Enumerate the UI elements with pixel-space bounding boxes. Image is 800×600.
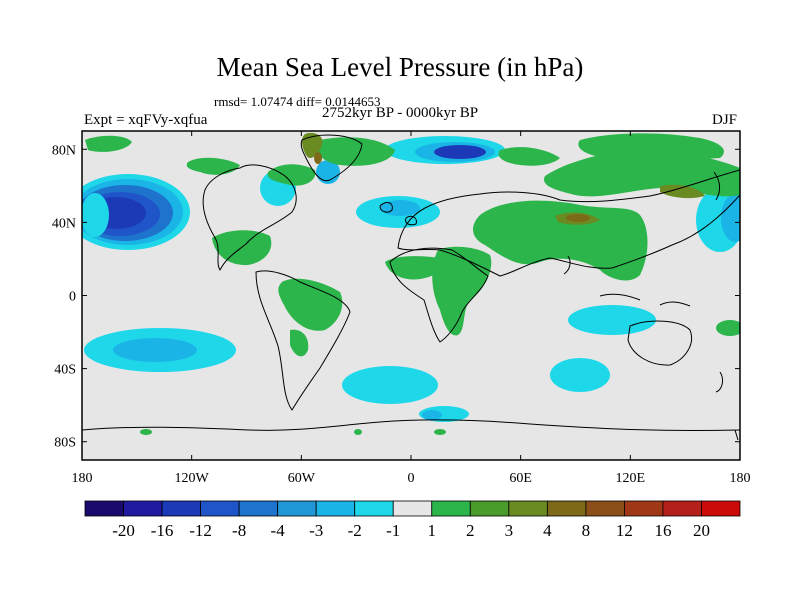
colorbar-label: 2 [466, 521, 475, 540]
colorbar-swatch [624, 500, 664, 517]
latitude-axis: 80N 40N 0 40S 80S [52, 143, 740, 451]
colorbar-label: -4 [271, 521, 286, 540]
colorbar-label: 1 [428, 521, 437, 540]
colorbar-swatch [662, 500, 702, 517]
experiment-label: Expt = xqFVy-xqfua [84, 112, 208, 128]
colorbar-swatch [238, 500, 279, 517]
colorbar-swatch [546, 500, 587, 517]
colorbar-swatch [161, 500, 201, 517]
colorbar-swatch [354, 500, 394, 517]
colorbar-label: -1 [386, 521, 400, 540]
lon-tick-label: 120W [175, 471, 210, 486]
colorbar-swatch [469, 500, 510, 517]
longitude-axis: 180 120W 60W 0 60E 120E 180 [72, 131, 751, 486]
season-label: DJF [712, 112, 738, 128]
chart-title: Mean Sea Level Pressure (in hPa) [216, 52, 584, 82]
colorbar-label: -8 [232, 521, 246, 540]
colorbar-label: 12 [616, 521, 633, 540]
colorbar-label: -3 [309, 521, 323, 540]
lon-tick-label: 180 [730, 471, 751, 486]
lon-tick-label: 120E [616, 471, 646, 486]
colorbar-swatch [277, 500, 317, 517]
colorbar-label: -2 [348, 521, 362, 540]
colorbar-label: 16 [654, 521, 671, 540]
lon-tick-label: 0 [408, 471, 415, 486]
colorbar-swatch [123, 500, 163, 517]
colorbar-label: -20 [112, 521, 135, 540]
colorbar-swatch [200, 500, 240, 517]
lon-tick-label: 60W [288, 471, 316, 486]
lat-tick-label: 80S [54, 436, 76, 451]
colorbar-swatch [431, 500, 471, 517]
coastlines [82, 134, 740, 441]
colorbar-swatch [701, 500, 741, 517]
lon-tick-label: 60E [509, 471, 532, 486]
lat-tick-label: 40N [52, 216, 76, 231]
positive-anomaly-field [85, 132, 740, 435]
negative-anomaly-field [82, 136, 740, 422]
colorbar-label: -16 [151, 521, 174, 540]
colorbar-label: -12 [189, 521, 212, 540]
stats-label: rmsd= 1.07474 diff= 0.0144653 [214, 94, 381, 109]
period-label: 2752kyr BP - 0000kyr BP [322, 105, 479, 121]
colorbar-label: 4 [543, 521, 552, 540]
colorbar-swatch [84, 500, 124, 517]
lat-tick-label: 80N [52, 143, 76, 158]
lat-tick-label: 0 [69, 290, 76, 305]
lat-tick-label: 40S [54, 363, 76, 378]
colorbar-label: 20 [693, 521, 710, 540]
colorbar-label: 8 [582, 521, 591, 540]
colorbar-swatch [315, 500, 356, 517]
colorbar-swatch [585, 500, 625, 517]
lon-tick-label: 180 [72, 471, 93, 486]
colorbar-swatch [508, 500, 548, 517]
colorbar-label: 3 [505, 521, 514, 540]
colorbar-swatch [392, 500, 433, 517]
colorbar: -20 -16 -12 -8 -4 -3 -2 -1 1 2 3 4 8 12 16 20 [84, 500, 741, 540]
